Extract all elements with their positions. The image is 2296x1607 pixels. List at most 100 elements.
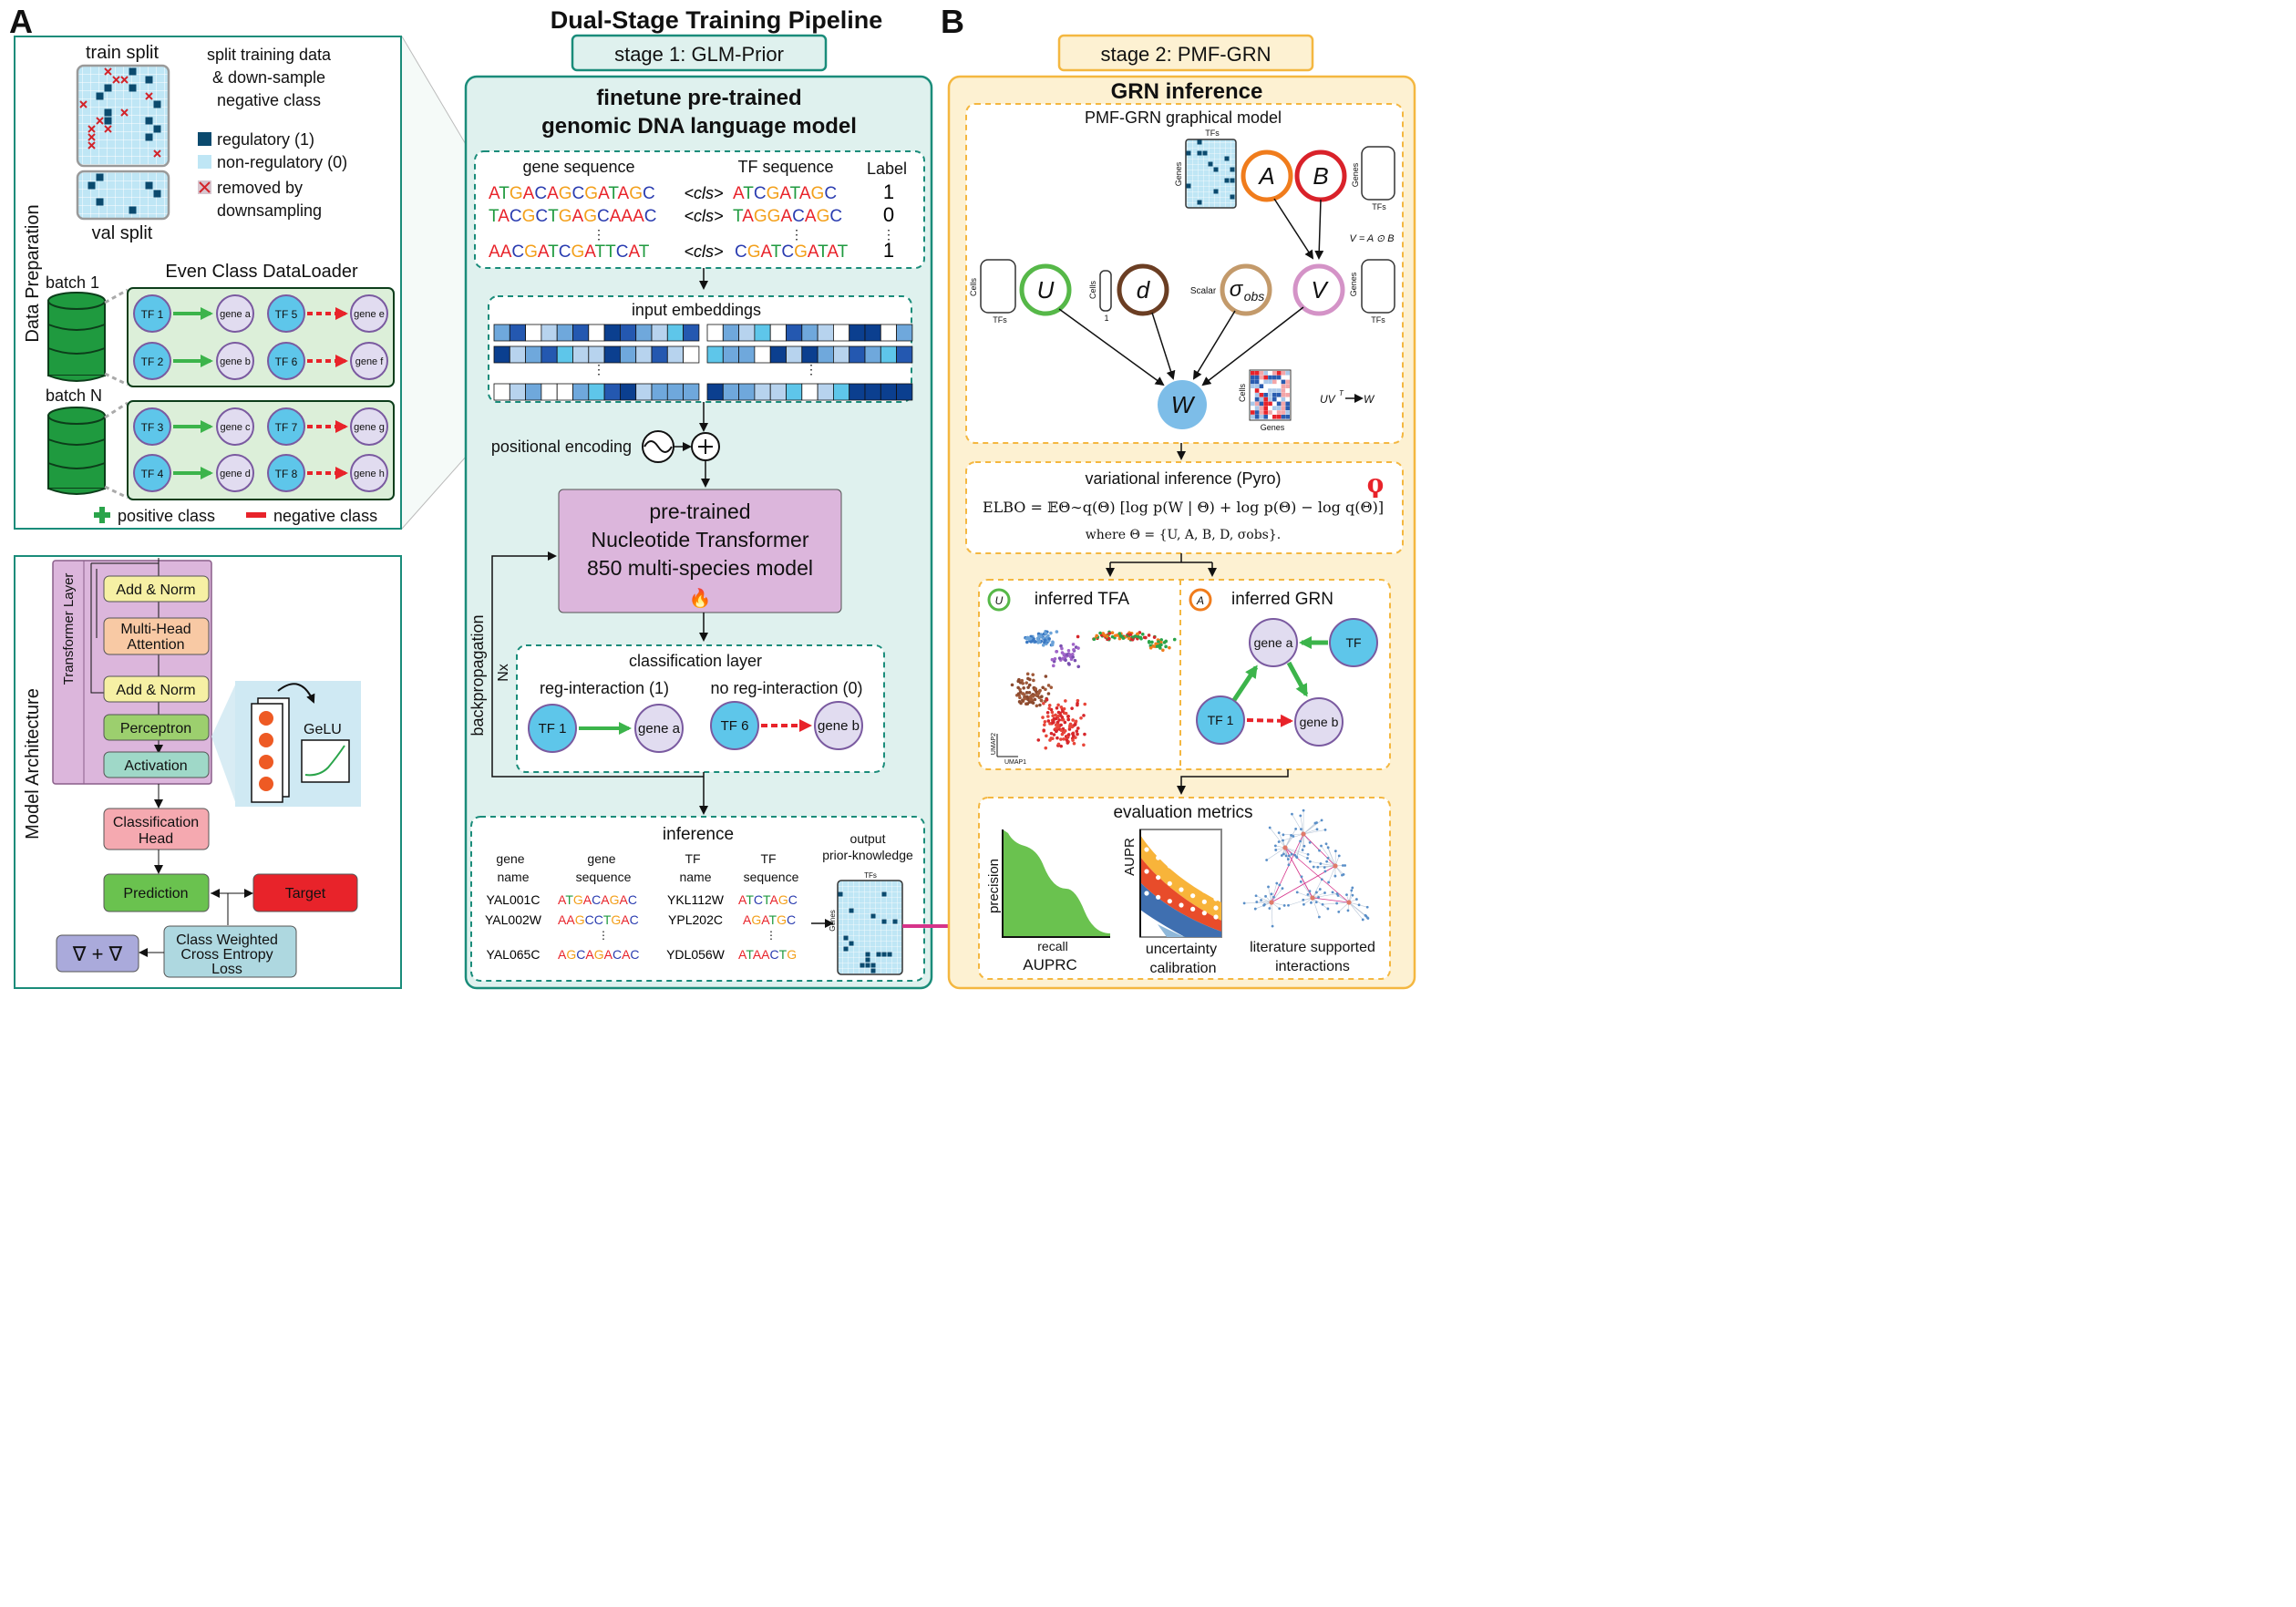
calibration-dot <box>1179 871 1184 877</box>
node-V-label: V <box>1311 276 1329 304</box>
calibration-dot <box>1190 906 1196 912</box>
umap-point <box>1063 729 1067 733</box>
heatmap-cell <box>1285 415 1290 419</box>
embedding-cell <box>509 324 526 342</box>
heatmap-cell <box>1272 388 1277 393</box>
heatmap-cell <box>1276 375 1282 380</box>
cls-tf-neg: TF 6 <box>721 718 749 734</box>
cls-token: <cls> <box>684 242 723 261</box>
inf-col-header: name <box>679 870 711 884</box>
gelu-zoom-connector <box>211 681 237 807</box>
heatmap-cell <box>1263 393 1268 397</box>
u-cells-label: Cells <box>969 278 978 297</box>
split-desc-1: split training data <box>207 46 332 64</box>
umap-point <box>1067 663 1071 666</box>
removed-cell-x-icon <box>104 125 112 133</box>
umap-point <box>1057 656 1062 660</box>
umap-point <box>1034 687 1038 691</box>
umap-point <box>1072 647 1076 652</box>
umap-point <box>1039 698 1044 702</box>
network-node <box>1278 883 1282 887</box>
heatmap-cell <box>1259 406 1264 410</box>
umap-point <box>1047 636 1051 641</box>
embedding-cell <box>666 345 684 364</box>
network-node <box>1255 901 1259 903</box>
regulatory-cell <box>843 946 849 952</box>
umap-point <box>1056 703 1060 707</box>
svg-text:gene c: gene c <box>220 422 251 433</box>
umap-point <box>1050 643 1055 647</box>
emb-ellipsis: ⋮ <box>805 362 818 376</box>
finetune-title-1: finetune pre-trained <box>596 86 801 110</box>
heatmap-cell <box>1263 379 1268 385</box>
umap-point <box>1071 732 1075 736</box>
svg-text:gene b: gene b <box>220 356 251 367</box>
embedding-cell <box>896 345 913 364</box>
nt-line-3: 850 multi-species model <box>587 556 813 580</box>
heatmap-cell <box>1251 379 1255 385</box>
umap-point <box>1052 733 1056 737</box>
inf-col-header: gene <box>587 851 615 866</box>
network-node <box>1308 890 1312 893</box>
umap1-label: UMAP1 <box>1004 759 1026 766</box>
network-node <box>1301 849 1304 851</box>
multi-head-attention <box>103 617 210 655</box>
svg-text:TF 5: TF 5 <box>275 308 298 321</box>
embedding-cell <box>509 383 526 401</box>
inf-gene-seq: AGCAGACAC <box>558 947 640 962</box>
w-prior-genes-label: Genes <box>1174 161 1183 186</box>
umap-point <box>1062 737 1066 741</box>
heatmap-cell <box>1276 393 1282 397</box>
heatmap-cell <box>1281 384 1286 388</box>
heatmap-cell <box>1259 415 1264 419</box>
embedding-cell <box>880 345 897 364</box>
umap-point <box>1049 731 1054 736</box>
network-edge <box>1255 895 1272 903</box>
heatmap-cell <box>1276 415 1282 419</box>
network-node <box>1302 844 1306 848</box>
embedding-cell <box>738 345 756 364</box>
umap-point <box>1031 673 1035 676</box>
network-node <box>1277 840 1281 843</box>
network-node <box>1345 893 1348 897</box>
heatmap-cell <box>1276 406 1282 410</box>
val-split-label: val split <box>92 223 153 243</box>
removed-cell-x-icon <box>153 149 161 158</box>
network-edge <box>1288 897 1313 906</box>
data-prep-side-label: Data Preparation <box>23 204 43 342</box>
embedding-cell <box>754 324 771 342</box>
umap-point <box>1158 644 1162 648</box>
umap-point <box>1076 732 1079 737</box>
network-node <box>1300 875 1303 879</box>
svg-text:gene e: gene e <box>354 309 385 320</box>
legend-nonregulatory-swatch <box>198 155 211 169</box>
embedding-cell <box>801 383 819 401</box>
umap-point <box>1147 634 1151 637</box>
regulatory-cell <box>153 190 161 198</box>
svg-text:TF 3: TF 3 <box>141 421 164 434</box>
embedding-cell <box>651 383 668 401</box>
umap-point <box>1046 684 1051 687</box>
umap-point <box>1110 631 1115 635</box>
seq-ellipsis: ⋮ <box>790 227 803 242</box>
network-edge <box>1268 886 1272 903</box>
umap-point <box>1172 637 1177 642</box>
cls-token: <cls> <box>684 184 723 202</box>
heatmap-cell <box>1251 415 1255 419</box>
umap-point <box>1059 737 1063 741</box>
umap-point <box>1071 718 1075 722</box>
network-edge <box>1302 829 1326 835</box>
network-node <box>1293 853 1297 857</box>
uncertainty-label-2: calibration <box>1150 961 1217 976</box>
embedding-cell <box>572 345 590 364</box>
embedding-cell <box>525 324 542 342</box>
embedding-cell <box>651 324 668 342</box>
regulatory-cell <box>881 891 887 897</box>
network-node <box>1316 865 1320 869</box>
umap-point <box>1046 692 1051 695</box>
umap-point <box>1070 706 1074 710</box>
umap-point <box>1032 678 1035 683</box>
svg-text:TF 8: TF 8 <box>275 468 298 480</box>
network-node <box>1319 862 1323 865</box>
heatmap-cell <box>1254 406 1260 410</box>
